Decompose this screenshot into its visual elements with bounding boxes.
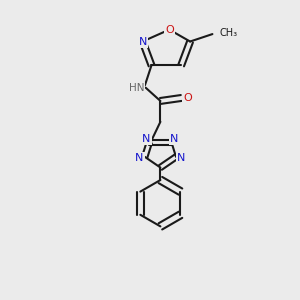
Text: CH₃: CH₃ — [220, 28, 238, 38]
Text: N: N — [135, 153, 144, 163]
Text: N: N — [138, 37, 147, 46]
Text: HN: HN — [129, 82, 144, 93]
Text: N: N — [170, 134, 179, 144]
Text: O: O — [183, 93, 192, 103]
Text: N: N — [142, 134, 151, 144]
Text: O: O — [165, 25, 174, 34]
Text: N: N — [177, 153, 185, 163]
